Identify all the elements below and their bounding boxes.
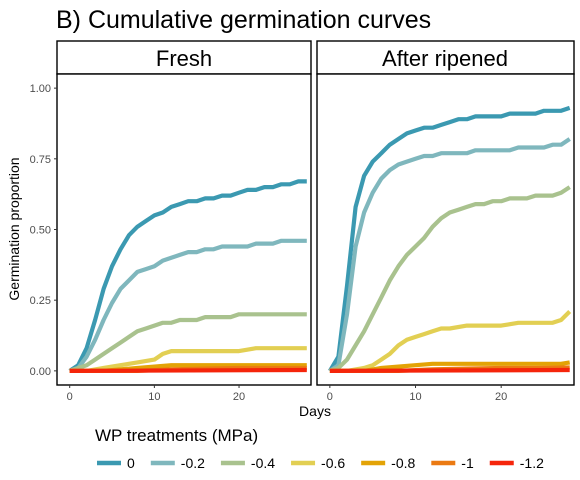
x-axis-after-ripened: 0 10 20	[327, 385, 507, 403]
legend-label: -1.2	[520, 455, 544, 471]
series-line-0	[328, 105, 571, 372]
panel-fresh: Fresh	[56, 40, 312, 386]
x-tick-label: 20	[495, 391, 507, 403]
plot-area-after-ripened	[316, 73, 575, 386]
panel-after-ripened: After ripened	[316, 40, 575, 386]
series-line--0.6	[329, 310, 572, 373]
y-tick-label: 0.25	[30, 295, 51, 307]
series-group-after-ripened	[328, 105, 572, 373]
series-line--0.6	[69, 346, 307, 373]
legend-label: -1	[461, 455, 474, 471]
x-tick-label: 10	[148, 391, 160, 403]
strip-label-fresh: Fresh	[156, 46, 212, 71]
legend-label: -0.2	[181, 455, 205, 471]
series-group-fresh	[68, 179, 307, 373]
y-tick-label: 1.00	[30, 83, 51, 95]
series-line--0.8	[329, 360, 571, 373]
y-axis-title: Germination proportion	[6, 157, 22, 300]
series-line--0.4	[69, 312, 307, 373]
x-tick-label: 0	[327, 391, 333, 403]
strip-label-after-ripened: After ripened	[382, 46, 508, 71]
y-tick-label: 0.75	[30, 154, 51, 166]
x-tick-label: 10	[409, 391, 421, 403]
series-line--1.2	[69, 367, 307, 373]
y-tick-label: 0.00	[30, 366, 51, 378]
y-axis: 0.00 0.25 0.50 0.75 1.00	[30, 83, 57, 378]
series-line--0.4	[329, 185, 571, 373]
series-line-0	[68, 179, 307, 373]
strip-fresh	[56, 40, 312, 75]
legend-label: -0.4	[251, 455, 275, 471]
legend-label: -0.8	[391, 455, 415, 471]
x-axis-title: Days	[299, 403, 331, 419]
legend: 0 -0.2 -0.4 -0.6 -0.8 -1 -1.2	[97, 455, 544, 471]
x-tick-label: 20	[233, 391, 245, 403]
chart-title: B) Cumulative germination curves	[56, 6, 431, 34]
legend-title: WP treatments (MPa)	[95, 426, 258, 445]
legend-label: -0.6	[321, 455, 345, 471]
y-tick-label: 0.50	[30, 225, 51, 237]
series-line--0.2	[328, 137, 571, 373]
series-line--1.2	[329, 367, 570, 373]
x-tick-label: 0	[67, 391, 73, 403]
x-axis-fresh: 0 10 20	[67, 385, 245, 403]
series-line--0.2	[69, 238, 307, 373]
strip-after-ripened	[316, 40, 575, 75]
legend-label: 0	[127, 455, 135, 471]
